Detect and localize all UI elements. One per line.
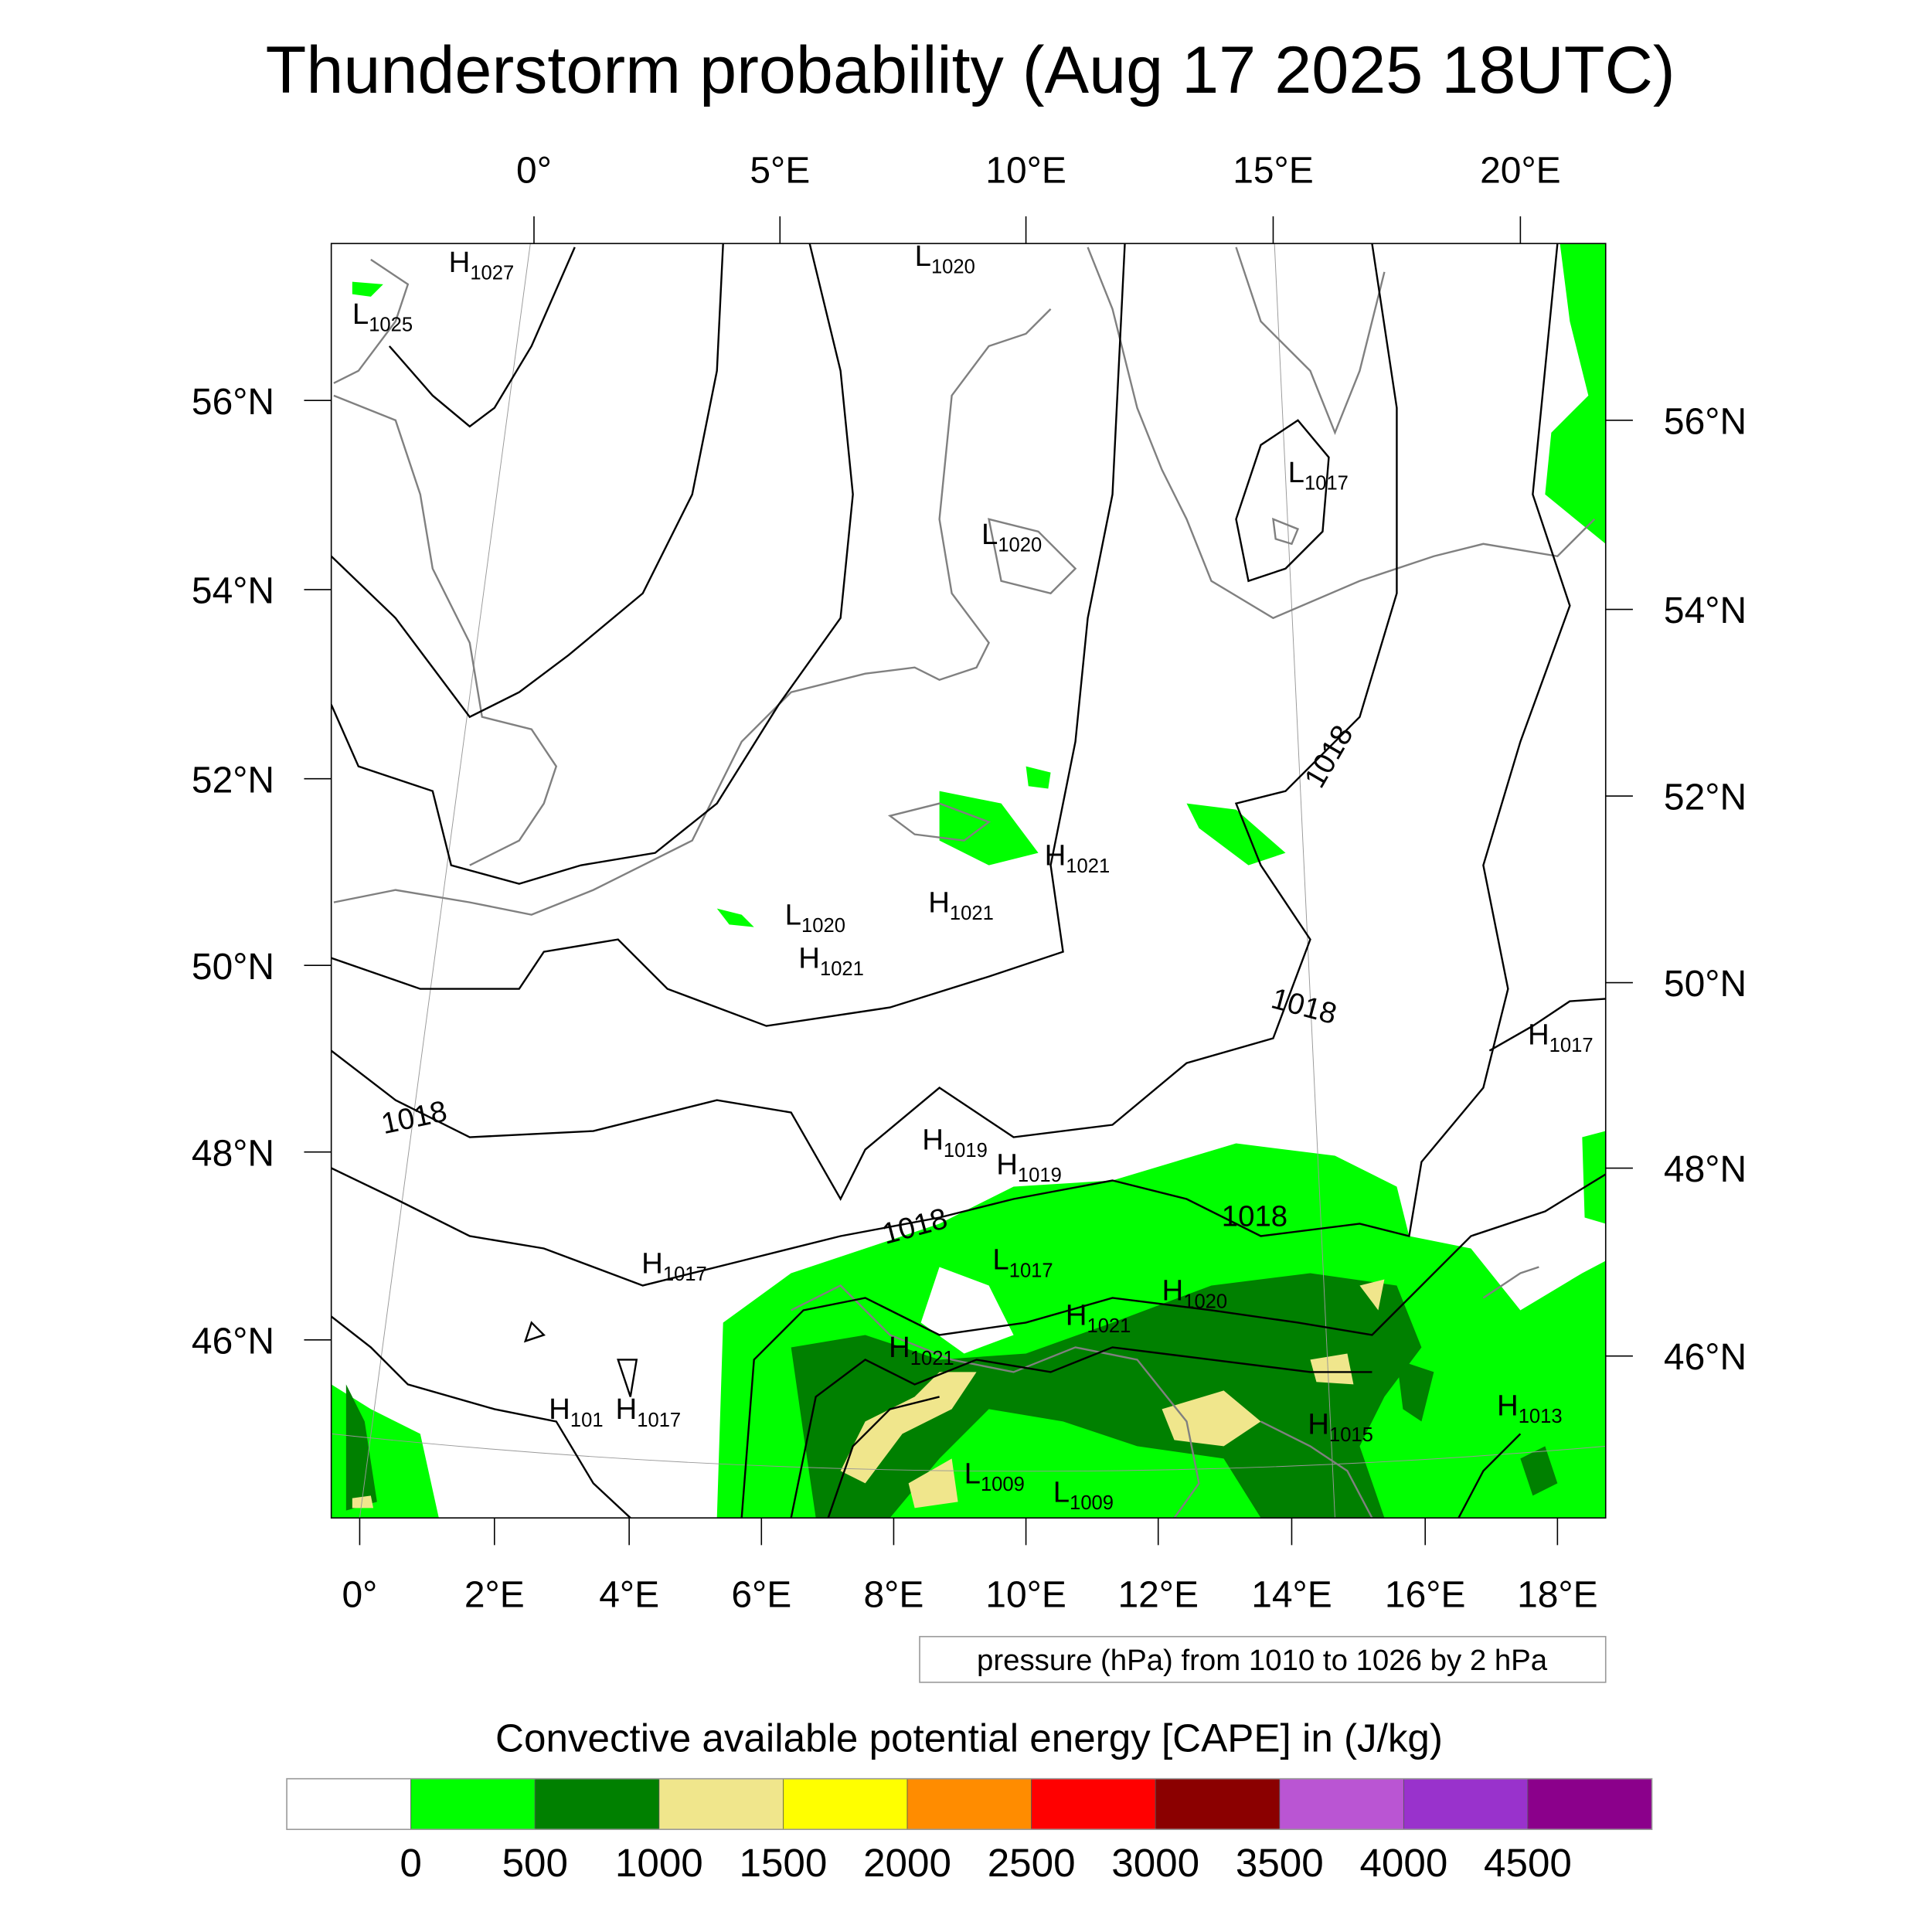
colorbar-swatch bbox=[410, 1778, 536, 1830]
left-lat-tick-label: 46°N bbox=[192, 1321, 274, 1362]
top-lon-tick-label: 20°E bbox=[1480, 151, 1561, 192]
pressure-center-label: H1021 bbox=[928, 886, 994, 924]
colorbar-label: 4000 bbox=[1359, 1841, 1447, 1885]
colorbar-label: 1500 bbox=[740, 1841, 828, 1885]
pressure-center-label: H1017 bbox=[1528, 1019, 1594, 1057]
colorbar: 0 500 1000 1500 2000 2500 3000 3500 4000 4500 bbox=[286, 1777, 1653, 1885]
map-title: Thunderstorm probability (Aug 17 2025 18… bbox=[266, 33, 1675, 107]
colorbar-label: 500 bbox=[502, 1841, 568, 1885]
colorbar-label: 2000 bbox=[863, 1841, 951, 1885]
left-lat-tick-label: 52°N bbox=[192, 760, 274, 801]
cape-field bbox=[331, 243, 1606, 1519]
top-lon-tick-label: 0° bbox=[516, 151, 552, 192]
left-lat-tick-label: 50°N bbox=[192, 947, 274, 988]
right-lat-tick-label: 54°N bbox=[1664, 590, 1747, 631]
pressure-center-label: L1017 bbox=[1288, 456, 1349, 495]
pressure-center-label: H1015 bbox=[1308, 1407, 1373, 1446]
colorbar-swatch bbox=[1155, 1778, 1281, 1830]
colorbar-swatch bbox=[1527, 1778, 1652, 1830]
right-lat-tick-label: 56°N bbox=[1664, 401, 1747, 442]
colorbar-swatch bbox=[1403, 1778, 1529, 1830]
bottom-lon-tick-label: 2°E bbox=[464, 1574, 525, 1615]
colorbar-label: 3500 bbox=[1236, 1841, 1324, 1885]
pressure-center-label: H101 bbox=[549, 1393, 603, 1431]
pressure-center-label: L1020 bbox=[981, 518, 1042, 556]
top-lon-tick-label: 5°E bbox=[750, 151, 810, 192]
pressure-center-label: H1027 bbox=[449, 246, 515, 284]
left-lat-tick-label: 56°N bbox=[192, 382, 274, 423]
pressure-center-label: H1019 bbox=[996, 1148, 1062, 1187]
colorbar-swatch bbox=[1031, 1778, 1156, 1830]
contour-info-text: pressure (hPa) from 1010 to 1026 by 2 hP… bbox=[977, 1644, 1548, 1677]
bottom-lon-tick-label: 14°E bbox=[1251, 1574, 1332, 1615]
pressure-center-label: H1021 bbox=[798, 941, 864, 980]
map-area bbox=[331, 243, 1606, 1519]
left-lat-tick-label: 54°N bbox=[192, 571, 274, 612]
pressure-center-label: H1017 bbox=[616, 1393, 682, 1431]
top-lon-tick-label: 10°E bbox=[985, 151, 1066, 192]
pressure-center-label: L1020 bbox=[785, 898, 845, 937]
pressure-center-label: H1021 bbox=[1066, 1299, 1131, 1338]
bottom-lon-tick-label: 4°E bbox=[599, 1574, 659, 1615]
right-lat-tick-label: 46°N bbox=[1664, 1337, 1747, 1378]
right-lat-tick-label: 52°N bbox=[1664, 777, 1747, 818]
pressure-center-label: H1021 bbox=[889, 1331, 954, 1369]
colorbar-label: 3000 bbox=[1111, 1841, 1199, 1885]
pressure-center-label: H1017 bbox=[641, 1247, 707, 1285]
bottom-lon-tick-label: 10°E bbox=[985, 1574, 1066, 1615]
right-lat-tick-label: 50°N bbox=[1664, 964, 1747, 1005]
colorbar-swatch bbox=[534, 1778, 660, 1830]
colorbar-swatch bbox=[906, 1778, 1032, 1830]
contour-info-box bbox=[919, 1635, 1607, 1683]
top-lon-tick-label: 15°E bbox=[1233, 151, 1314, 192]
bottom-lon-tick-label: 0° bbox=[342, 1574, 378, 1615]
pressure-center-label: L1009 bbox=[1053, 1475, 1114, 1514]
bottom-lon-tick-label: 12°E bbox=[1117, 1574, 1199, 1615]
colorbar-swatch bbox=[1279, 1778, 1404, 1830]
map-frame bbox=[330, 243, 1607, 1519]
pressure-center-label: L1025 bbox=[352, 298, 413, 336]
pressure-center-label: H1020 bbox=[1162, 1274, 1228, 1313]
axis-ticks: 0° 5°E 10°E 15°E 20°E 0° 2°E 4°E 6°E 8°E 10°E 12°E 1… bbox=[192, 151, 1747, 1616]
pressure-center-label: L1020 bbox=[915, 240, 975, 278]
pressure-center-label: L1017 bbox=[992, 1243, 1053, 1282]
colorbar-swatch bbox=[286, 1778, 412, 1830]
bottom-lon-tick-label: 6°E bbox=[731, 1574, 791, 1615]
pressure-center-label: H1019 bbox=[922, 1124, 988, 1162]
bottom-lon-tick-label: 18°E bbox=[1517, 1574, 1598, 1615]
colorbar-swatch bbox=[658, 1778, 784, 1830]
pressure-center-label: L1009 bbox=[964, 1457, 1025, 1495]
coastlines bbox=[333, 247, 1596, 1519]
left-lat-tick-label: 48°N bbox=[192, 1133, 274, 1174]
pressure-center-label: H1013 bbox=[1497, 1389, 1563, 1427]
bottom-lon-tick-label: 16°E bbox=[1385, 1574, 1466, 1615]
pressure-centers: H1027 L1025 L1020 L1020 L1017 H1021 H1021 L1020… bbox=[352, 240, 1594, 1514]
isobars[interactable] bbox=[331, 243, 1606, 1519]
colorbar-title: Convective available potential energy [C… bbox=[495, 1716, 1443, 1760]
graticule bbox=[331, 243, 1606, 1519]
colorbar-label: 2500 bbox=[988, 1841, 1076, 1885]
colorbar-swatch bbox=[783, 1778, 908, 1830]
colorbar-label: 1000 bbox=[615, 1841, 703, 1885]
colorbar-label: 4500 bbox=[1484, 1841, 1572, 1885]
pressure-center-label: H1021 bbox=[1045, 839, 1111, 878]
bottom-lon-tick-label: 8°E bbox=[864, 1574, 924, 1615]
contour-label: 1018 bbox=[1222, 1200, 1287, 1233]
colorbar-label: 0 bbox=[400, 1841, 421, 1885]
right-lat-tick-label: 48°N bbox=[1664, 1149, 1747, 1190]
